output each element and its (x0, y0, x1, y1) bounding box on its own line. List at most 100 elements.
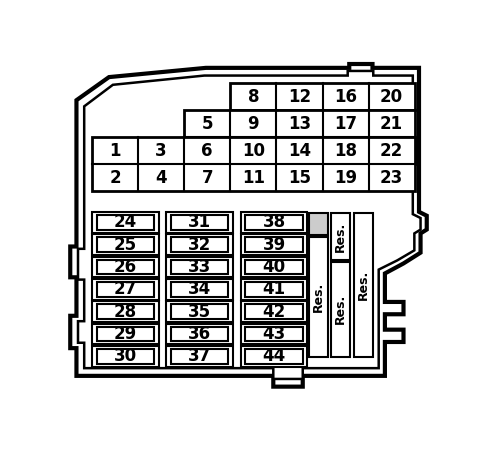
Text: 12: 12 (288, 88, 311, 106)
Text: 34: 34 (188, 280, 212, 298)
Bar (241, 279, 308, 300)
Text: 35: 35 (188, 302, 211, 320)
Text: 11: 11 (242, 169, 265, 187)
Bar (96, 282, 154, 297)
Bar (241, 301, 308, 322)
Text: 23: 23 (380, 169, 404, 187)
Text: 41: 41 (262, 280, 285, 298)
Bar (171, 260, 228, 274)
Bar (166, 256, 233, 277)
Bar (92, 324, 158, 344)
Text: Res.: Res. (312, 282, 325, 312)
Text: 5: 5 (202, 115, 213, 133)
Text: 31: 31 (188, 213, 211, 231)
Bar (166, 346, 233, 367)
Text: 18: 18 (334, 142, 357, 160)
Bar (96, 349, 154, 364)
Text: 44: 44 (262, 347, 285, 365)
Text: 27: 27 (114, 280, 137, 298)
Text: 6: 6 (202, 142, 213, 160)
Bar (241, 256, 308, 277)
Bar (166, 212, 233, 233)
Bar (171, 349, 228, 364)
Bar (171, 304, 228, 319)
Text: 8: 8 (248, 88, 259, 106)
Text: 16: 16 (334, 88, 357, 106)
Bar (96, 215, 154, 230)
Text: 19: 19 (334, 169, 357, 187)
Bar (246, 327, 303, 341)
Text: 7: 7 (202, 169, 213, 187)
Text: 36: 36 (188, 325, 211, 343)
Polygon shape (70, 64, 427, 387)
Bar (241, 212, 308, 233)
Bar (246, 237, 303, 252)
Text: 32: 32 (188, 236, 212, 254)
Bar (92, 346, 158, 367)
Bar (92, 279, 158, 300)
Text: 43: 43 (262, 325, 285, 343)
Text: 10: 10 (242, 142, 265, 160)
Bar (166, 234, 233, 255)
Bar (171, 282, 228, 297)
Text: 13: 13 (288, 115, 311, 133)
Text: 17: 17 (334, 115, 357, 133)
Bar (241, 234, 308, 255)
Text: 3: 3 (156, 142, 167, 160)
Bar (96, 327, 154, 341)
Bar (166, 301, 233, 322)
Text: Res.: Res. (356, 270, 370, 300)
Text: 30: 30 (114, 347, 137, 365)
Text: 40: 40 (262, 258, 285, 276)
Bar (92, 212, 158, 233)
Bar (171, 215, 228, 230)
Text: 15: 15 (288, 169, 311, 187)
Text: 4: 4 (156, 169, 167, 187)
Text: 37: 37 (188, 347, 212, 365)
Text: 42: 42 (262, 302, 285, 320)
Bar (354, 213, 372, 356)
Bar (246, 349, 303, 364)
Text: 2: 2 (109, 169, 121, 187)
Bar (246, 215, 303, 230)
Bar (96, 260, 154, 274)
Bar (92, 301, 158, 322)
Text: Res.: Res. (334, 294, 347, 324)
Text: 9: 9 (248, 115, 259, 133)
Bar (96, 304, 154, 319)
Bar (246, 260, 303, 274)
Text: 28: 28 (114, 302, 137, 320)
Bar (241, 324, 308, 344)
Polygon shape (78, 71, 420, 379)
Bar (246, 282, 303, 297)
Bar (92, 137, 414, 191)
Bar (332, 262, 350, 356)
Bar (171, 327, 228, 341)
Bar (241, 346, 308, 367)
Text: 21: 21 (380, 115, 403, 133)
Text: 38: 38 (262, 213, 285, 231)
Text: 20: 20 (380, 88, 403, 106)
Text: Res.: Res. (334, 221, 347, 252)
Text: 1: 1 (110, 142, 121, 160)
Bar (184, 110, 414, 164)
Bar (309, 237, 328, 356)
Text: 33: 33 (188, 258, 212, 276)
Text: 22: 22 (380, 142, 404, 160)
Bar (309, 213, 328, 235)
Text: 26: 26 (114, 258, 137, 276)
Bar (332, 213, 350, 260)
Bar (230, 83, 414, 110)
Text: 24: 24 (114, 213, 137, 231)
Bar (171, 237, 228, 252)
Bar (246, 304, 303, 319)
Bar (166, 279, 233, 300)
Text: 14: 14 (288, 142, 311, 160)
Bar (166, 324, 233, 344)
Text: 39: 39 (262, 236, 285, 254)
Bar (92, 256, 158, 277)
Bar (92, 234, 158, 255)
Text: 29: 29 (114, 325, 137, 343)
Bar (96, 237, 154, 252)
Text: 25: 25 (114, 236, 137, 254)
